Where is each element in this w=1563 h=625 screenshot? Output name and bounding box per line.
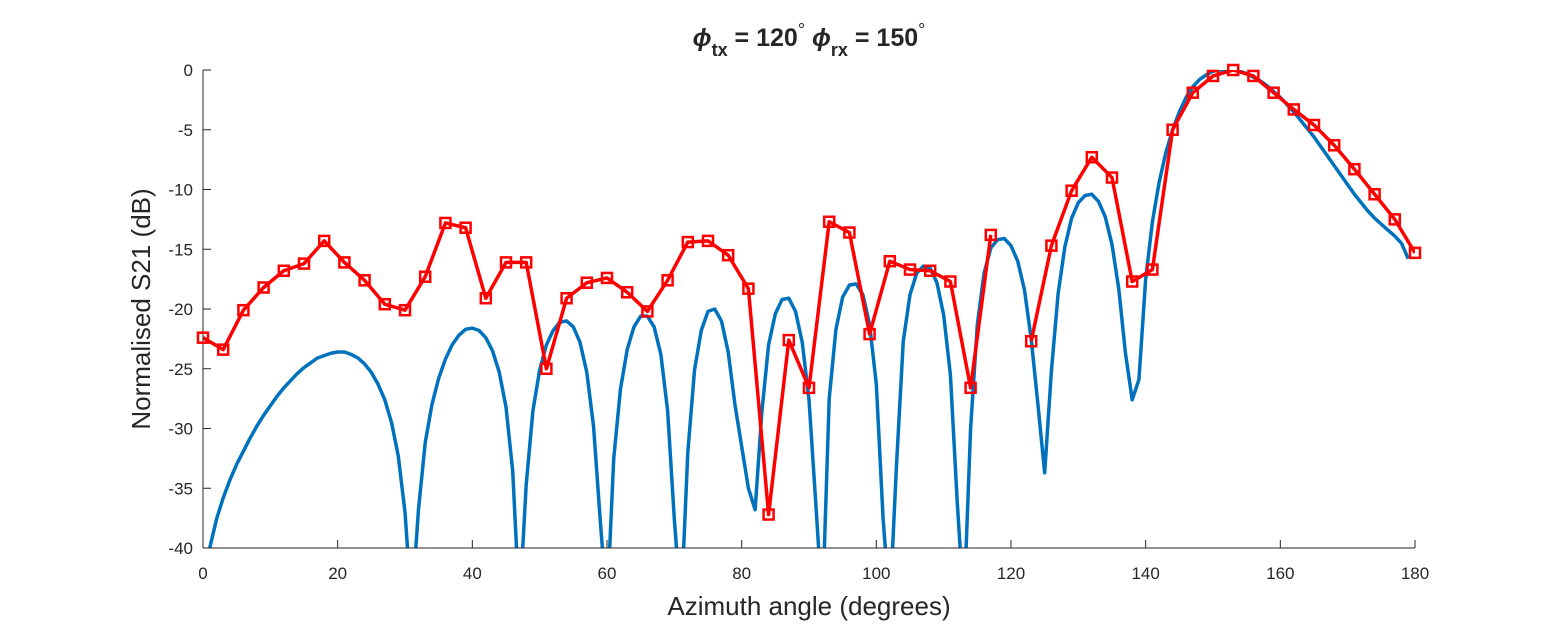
- x-tick-label: 100: [862, 564, 890, 583]
- marker: [843, 226, 856, 239]
- marker: [923, 264, 937, 278]
- marker: [701, 234, 715, 248]
- marker: [358, 274, 371, 287]
- marker: [984, 228, 998, 242]
- x-axis-label: Azimuth angle (degrees): [667, 591, 950, 621]
- series-line: [203, 70, 1415, 517]
- x-tick-label: 140: [1131, 564, 1159, 583]
- title-part: °: [918, 20, 925, 40]
- title-part: rx: [831, 40, 848, 60]
- marker: [1166, 123, 1179, 136]
- marker: [1146, 263, 1159, 276]
- marker: [1267, 86, 1280, 99]
- marker: [1247, 69, 1260, 83]
- marker: [1408, 246, 1422, 260]
- marker: [620, 286, 634, 299]
- y-tick-label: -5: [178, 121, 193, 140]
- marker: [1105, 171, 1119, 184]
- chart-title: ϕtx = 120° ϕrx = 150°: [693, 20, 926, 60]
- marker: [378, 297, 392, 311]
- marker: [560, 291, 573, 305]
- title-part: ϕ: [805, 24, 831, 52]
- marker: [1125, 275, 1139, 288]
- y-tick-label: -40: [168, 539, 193, 558]
- marker: [1085, 150, 1099, 164]
- marker: [964, 381, 977, 395]
- marker: [499, 256, 513, 269]
- y-axis-label: Normalised S21 (dB): [126, 188, 156, 429]
- title-part: = 120: [728, 24, 798, 52]
- marker: [782, 333, 796, 347]
- y-tick-label: -15: [168, 240, 193, 259]
- marker: [540, 362, 553, 375]
- x-tick-label: 80: [732, 564, 751, 583]
- y-tick-label: 0: [184, 61, 193, 80]
- marker: [196, 331, 210, 344]
- marker: [317, 234, 331, 248]
- marker: [479, 291, 493, 305]
- marker: [1206, 69, 1220, 83]
- title-part: ϕ: [693, 24, 712, 52]
- title-part: = 150: [848, 24, 918, 52]
- plot-area: [203, 70, 1415, 548]
- y-tick-label: -25: [168, 360, 193, 379]
- title-part: °: [798, 20, 805, 40]
- marker: [418, 270, 432, 283]
- y-tick-label: -20: [168, 300, 193, 319]
- marker: [398, 303, 412, 317]
- marker: [802, 381, 816, 395]
- series-line: [208, 70, 1410, 548]
- marker: [297, 257, 311, 270]
- marker: [257, 281, 270, 294]
- x-tick-label: 120: [997, 564, 1025, 583]
- marker: [1287, 103, 1301, 116]
- marker: [216, 343, 230, 356]
- marker: [1307, 118, 1321, 132]
- marker: [661, 274, 674, 287]
- marker: [1065, 184, 1078, 197]
- marker: [1045, 239, 1058, 252]
- x-tick-label: 20: [328, 564, 347, 583]
- marker: [459, 221, 472, 234]
- x-tick-label: 0: [198, 564, 207, 583]
- marker: [944, 275, 957, 288]
- marker: [863, 327, 876, 341]
- marker: [519, 256, 533, 269]
- marker: [338, 256, 351, 269]
- marker: [883, 254, 897, 268]
- title-part: tx: [712, 40, 728, 60]
- marker: [1368, 188, 1381, 201]
- marker: [641, 305, 654, 318]
- marker: [439, 216, 452, 230]
- x-tick-label: 40: [463, 564, 482, 583]
- marker: [681, 235, 695, 249]
- y-tick-label: -10: [168, 181, 193, 200]
- marker: [1024, 335, 1038, 348]
- marker: [1327, 139, 1341, 152]
- x-tick-label: 160: [1266, 564, 1294, 583]
- marker: [762, 508, 775, 521]
- x-tick-label: 180: [1401, 564, 1429, 583]
- marker: [580, 276, 594, 289]
- x-tick-label: 60: [598, 564, 617, 583]
- marker: [822, 215, 836, 229]
- marker: [742, 282, 755, 295]
- marker: [1226, 63, 1240, 77]
- marker: [1186, 86, 1200, 99]
- marker: [277, 264, 291, 278]
- y-tick-label: -35: [168, 479, 193, 498]
- marker: [1348, 162, 1361, 176]
- marker: [600, 271, 614, 285]
- marker: [1388, 213, 1402, 226]
- marker: [903, 263, 917, 276]
- y-tick-label: -30: [168, 420, 193, 439]
- marker: [721, 248, 735, 262]
- marker: [237, 303, 250, 317]
